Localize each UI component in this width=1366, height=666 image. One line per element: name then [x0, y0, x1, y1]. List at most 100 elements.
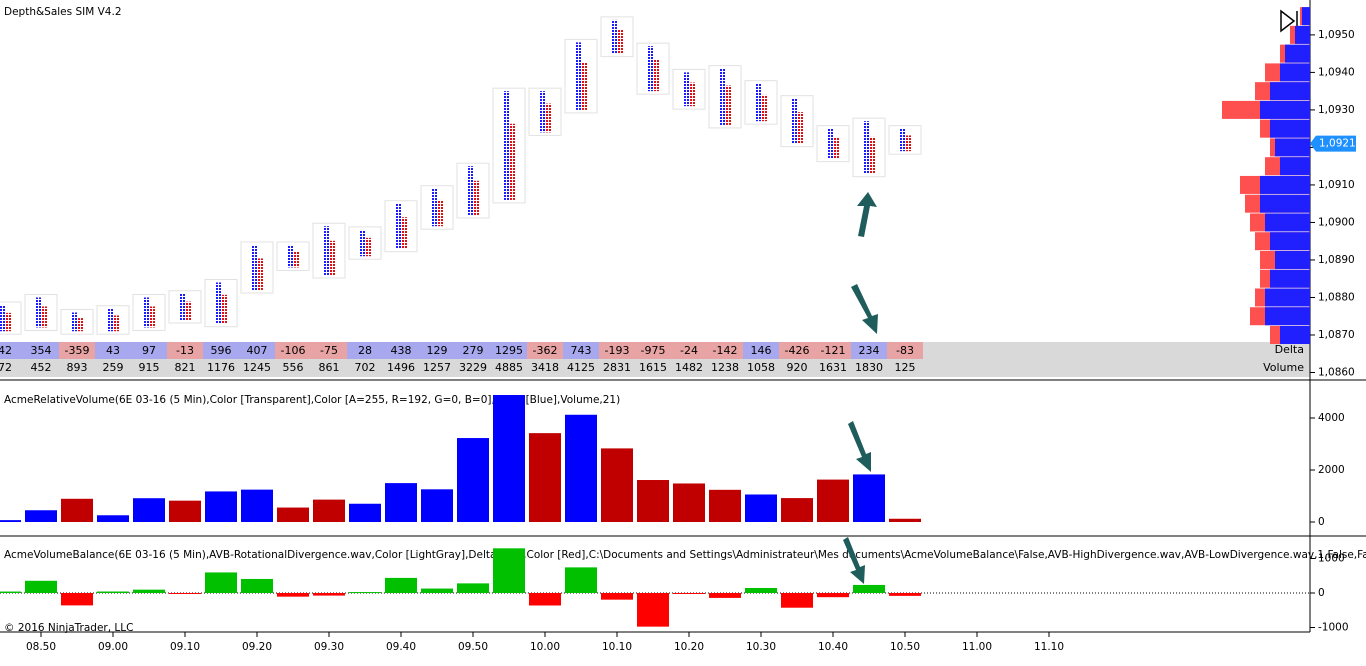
volume-value: 915	[139, 361, 160, 374]
footprint-box	[636, 42, 670, 95]
delta-value: 1295	[495, 344, 523, 357]
delta-cell	[167, 342, 203, 359]
volume-bar	[205, 491, 237, 523]
balance-bar	[205, 572, 237, 594]
volume-value: 702	[355, 361, 376, 374]
balance-bar	[853, 584, 885, 594]
delta-cell	[887, 342, 923, 359]
delta-cell	[707, 342, 743, 359]
footprint-bar	[792, 98, 798, 144]
volume-value: 1482	[675, 361, 703, 374]
volume-bar	[709, 489, 741, 523]
delta-value: -426	[785, 344, 810, 357]
footprint-box	[0, 301, 22, 335]
delta-cell	[851, 342, 887, 359]
delta-cell	[635, 342, 671, 359]
footprint-bar	[324, 226, 330, 275]
footprint-bar	[504, 91, 510, 200]
footprint-box	[708, 65, 742, 129]
footprint-box	[132, 293, 166, 331]
footprint-bar	[870, 136, 875, 174]
delta-cell	[347, 342, 383, 359]
delta-value: -106	[281, 344, 306, 357]
balance-bar	[889, 593, 921, 596]
panel-title: AcmeVolumeBalance(6E 03-16 (5 Min),AVB-R…	[4, 549, 1366, 561]
volume-bar	[349, 503, 381, 523]
footprint-box	[492, 87, 526, 204]
volume-bar	[673, 483, 705, 523]
volume-value: 821	[175, 361, 196, 374]
profile-buy	[1265, 288, 1310, 307]
volume-value: 1615	[639, 361, 667, 374]
y-tick-label: 4000	[1318, 412, 1345, 424]
y-tick-label: 1,0910	[1318, 179, 1355, 191]
footprint-box	[564, 38, 598, 114]
balance-bar	[745, 587, 777, 594]
footprint-box	[312, 222, 346, 279]
volume-bar	[853, 474, 885, 523]
y-tick-label: 0	[1318, 587, 1325, 599]
footprint-box	[420, 185, 454, 230]
footprint-bar	[906, 135, 911, 152]
footprint-bar	[366, 237, 371, 257]
balance-bar	[277, 593, 309, 597]
y-tick-label: -1000	[1318, 622, 1349, 634]
y-tick-label: 1,0870	[1318, 329, 1355, 341]
footprint-bar	[474, 180, 479, 215]
delta-cell	[383, 342, 419, 359]
x-tick-label: 09.20	[242, 641, 272, 653]
delta-label: Delta	[1275, 343, 1304, 356]
profile-buy	[1275, 138, 1310, 157]
footprint-bar	[222, 294, 227, 324]
delta-cell	[239, 342, 275, 359]
delta-cell	[275, 342, 311, 359]
footprint-bar	[294, 251, 299, 268]
volume-value: 3229	[459, 361, 487, 374]
volume-bar	[277, 507, 309, 523]
x-tick-label: 10.10	[602, 641, 632, 653]
volume-value: 125	[895, 361, 916, 374]
footprint-bar	[618, 30, 623, 54]
y-tick-label: 0	[1318, 516, 1325, 528]
volume-bar	[493, 394, 525, 523]
footprint-bar	[258, 258, 263, 290]
volume-label: Volume	[1263, 361, 1304, 374]
footprint-bar	[576, 42, 582, 110]
volume-value: 72	[0, 361, 12, 374]
footprint-box	[24, 293, 58, 331]
delta-value: 129	[427, 344, 448, 357]
delta-value: 438	[391, 344, 412, 357]
volume-bar	[601, 448, 633, 523]
balance-bar	[817, 593, 849, 598]
delta-value: 43	[106, 344, 120, 357]
profile-buy	[1265, 307, 1310, 326]
profile-buy	[1260, 100, 1310, 119]
y-tick-label: 1,0900	[1318, 216, 1355, 228]
footprint-box	[816, 125, 850, 163]
volume-bar	[781, 498, 813, 523]
x-tick-label: 09.30	[314, 641, 344, 653]
delta-cell	[59, 342, 95, 359]
x-tick-label: 09.40	[386, 641, 416, 653]
profile-buy	[1295, 25, 1310, 44]
footprint-bar	[720, 68, 726, 125]
x-tick-label: 10.00	[530, 641, 560, 653]
balance-bar	[637, 593, 669, 627]
volume-value: 1245	[243, 361, 271, 374]
x-tick-label: 11.00	[962, 641, 992, 653]
delta-value: 596	[211, 344, 232, 357]
volume-bar	[529, 433, 561, 523]
volume-value: 893	[67, 361, 88, 374]
delta-value: -359	[65, 344, 90, 357]
footprint-bar	[828, 128, 834, 159]
balance-bar	[457, 583, 489, 594]
footprint-box	[276, 241, 310, 271]
delta-value: -975	[641, 344, 666, 357]
profile-buy	[1302, 7, 1310, 26]
volume-bar	[817, 479, 849, 523]
volume-bar	[61, 498, 93, 523]
delta-cell	[491, 342, 527, 359]
x-tick-label: 10.50	[890, 641, 920, 653]
volume-bar	[97, 515, 129, 523]
footprint-bar	[468, 166, 474, 215]
